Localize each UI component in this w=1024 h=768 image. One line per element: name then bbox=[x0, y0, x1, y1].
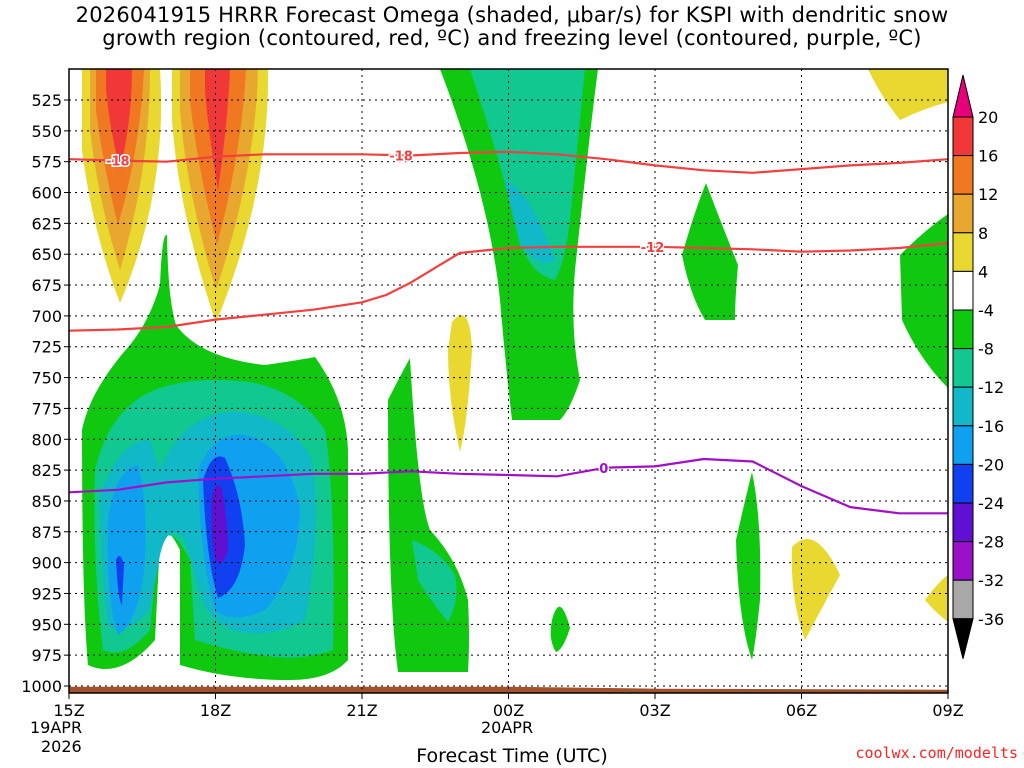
site-credit: coolwx.com/modelts bbox=[855, 744, 1018, 762]
ytick-label-925: 925 bbox=[31, 584, 62, 603]
xtick-label-18Z: 18Z bbox=[200, 701, 231, 720]
omega-region-sinking-0615z bbox=[791, 538, 840, 640]
colorbar-label-4: 4 bbox=[978, 262, 988, 281]
contour-line-0 bbox=[69, 457, 948, 515]
surface-ground bbox=[69, 686, 948, 693]
surface-ground-strip bbox=[69, 686, 948, 693]
ytick-label-750: 750 bbox=[31, 369, 62, 388]
omega-region-sinking-2230z bbox=[448, 315, 472, 452]
colorbar-swatch-6 bbox=[952, 309, 974, 350]
xtick-label-06Z: 06Z bbox=[786, 701, 817, 720]
colorbar-label-10: -24 bbox=[978, 494, 1004, 513]
colorbar-top-arrow bbox=[952, 74, 974, 118]
colorbar-swatch-12 bbox=[952, 541, 974, 581]
omega-colorbar: 20 16 12 8 4 -4 -8 -12 -16 -20 -24 -28 -32 -36 bbox=[952, 74, 1004, 659]
colorbar-label-6: -8 bbox=[978, 340, 994, 359]
omega-region-sinking-upper-right bbox=[868, 69, 948, 120]
colorbar-label-11: -28 bbox=[978, 533, 1004, 552]
date-label-start-day: 19APR bbox=[30, 718, 83, 737]
colorbar-swatch-10 bbox=[952, 463, 974, 504]
omega-region-rising-0400z bbox=[682, 183, 738, 320]
omega-shading bbox=[82, 69, 948, 680]
colorbar-swatch-9 bbox=[952, 425, 974, 465]
colorbar-label-7: -12 bbox=[978, 378, 1004, 397]
xtick-label-09Z: 09Z bbox=[932, 701, 963, 720]
colorbar-swatch-7 bbox=[952, 348, 974, 388]
chart-title-line1: 2026041915 HRRR Forecast Omega (shaded, … bbox=[75, 3, 949, 27]
omega-region-rising-00z-teal bbox=[470, 69, 585, 280]
ytick-label-575: 575 bbox=[31, 153, 62, 172]
colorbar-label-13: -36 bbox=[978, 610, 1004, 629]
date-label-start-year: 2026 bbox=[41, 737, 82, 756]
xtick-label-03Z: 03Z bbox=[639, 701, 670, 720]
omega-region-rising-core-early bbox=[116, 556, 124, 605]
ytick-label-875: 875 bbox=[31, 523, 62, 542]
ytick-label-625: 625 bbox=[31, 214, 62, 233]
chart-title-line2: growth region (contoured, red, ºC) and f… bbox=[102, 26, 922, 50]
colorbar-swatch-13 bbox=[952, 579, 974, 620]
chart-title: 2026041915 HRRR Forecast Omega (shaded, … bbox=[0, 4, 1024, 50]
ytick-label-600: 600 bbox=[31, 184, 62, 203]
xtick-label-15Z: 15Z bbox=[53, 701, 84, 720]
ytick-label-775: 775 bbox=[31, 399, 62, 418]
colorbar-label-2: 12 bbox=[978, 185, 998, 204]
colorbar-label-0: 20 bbox=[978, 108, 998, 127]
grid-lines bbox=[69, 69, 948, 693]
ytick-label-975: 975 bbox=[31, 646, 62, 665]
xtick-label-21Z: 21Z bbox=[346, 701, 377, 720]
colorbar-swatch-8 bbox=[952, 386, 974, 427]
colorbar-label-8: -16 bbox=[978, 417, 1004, 436]
contour-label-m18-0: -18 bbox=[106, 154, 130, 169]
colorbar-label-5: -4 bbox=[978, 301, 994, 320]
contour-label-m18-1: -18 bbox=[389, 149, 413, 164]
omega-region-rising-0845z-upper bbox=[900, 214, 948, 388]
ytick-label-850: 850 bbox=[31, 492, 62, 511]
colorbar-swatch-5 bbox=[952, 270, 974, 311]
isotherm-contours: -18 -18 -12 0 bbox=[69, 148, 948, 515]
omega-region-sinking-lobe-16z-16 bbox=[106, 69, 132, 170]
contour-label-0-0: 0 bbox=[599, 462, 608, 477]
omega-region-rising-2130z-teal bbox=[412, 540, 457, 622]
ytick-label-650: 650 bbox=[31, 245, 62, 264]
date-label-mid-day: 20APR bbox=[481, 718, 534, 737]
colorbar-label-3: 8 bbox=[978, 224, 988, 243]
omega-region-rising-0500z bbox=[736, 472, 761, 660]
colorbar-label-12: -32 bbox=[978, 571, 1004, 590]
ytick-label-1000: 1000 bbox=[21, 677, 62, 696]
ytick-label-525: 525 bbox=[31, 91, 62, 110]
colorbar-swatch-1 bbox=[952, 116, 974, 157]
colorbar-swatch-11 bbox=[952, 502, 974, 543]
ytick-label-825: 825 bbox=[31, 461, 62, 480]
ytick-label-700: 700 bbox=[31, 307, 62, 326]
omega-region-sinking-0845z bbox=[925, 575, 948, 622]
contour-line-m12 bbox=[69, 242, 948, 332]
omega-region-rising-0130z bbox=[550, 606, 570, 652]
pressure-axis: 525 550 575 600 625 650 675 700 725 750 775 800 825 8… bbox=[21, 91, 69, 696]
colorbar-label-9: -20 bbox=[978, 455, 1004, 474]
ytick-label-675: 675 bbox=[31, 276, 62, 295]
omega-region-sinking-lobe-18z-16 bbox=[205, 69, 230, 190]
xtick-label-00Z: 00Z bbox=[493, 701, 524, 720]
ytick-label-800: 800 bbox=[31, 430, 62, 449]
omega-region-rising-main-blue bbox=[107, 434, 300, 635]
colorbar-label-1: 16 bbox=[978, 147, 998, 166]
ytick-label-725: 725 bbox=[31, 338, 62, 357]
ytick-label-550: 550 bbox=[31, 122, 62, 141]
colorbar-swatch-2 bbox=[952, 155, 974, 195]
x-axis-label: Forecast Time (UTC) bbox=[416, 745, 608, 767]
colorbar-swatch-4 bbox=[952, 232, 974, 272]
omega-region-rising-00z-cyan bbox=[504, 180, 555, 263]
ytick-label-900: 900 bbox=[31, 554, 62, 573]
colorbar-swatch-3 bbox=[952, 193, 974, 234]
ytick-label-950: 950 bbox=[31, 615, 62, 634]
time-axis: 15Z 18Z 21Z 00Z 03Z 06Z 09Z bbox=[53, 693, 964, 720]
colorbar-bottom-arrow bbox=[952, 618, 974, 659]
contour-label-m12-0: -12 bbox=[641, 241, 665, 256]
contour-line-m18 bbox=[69, 150, 948, 174]
